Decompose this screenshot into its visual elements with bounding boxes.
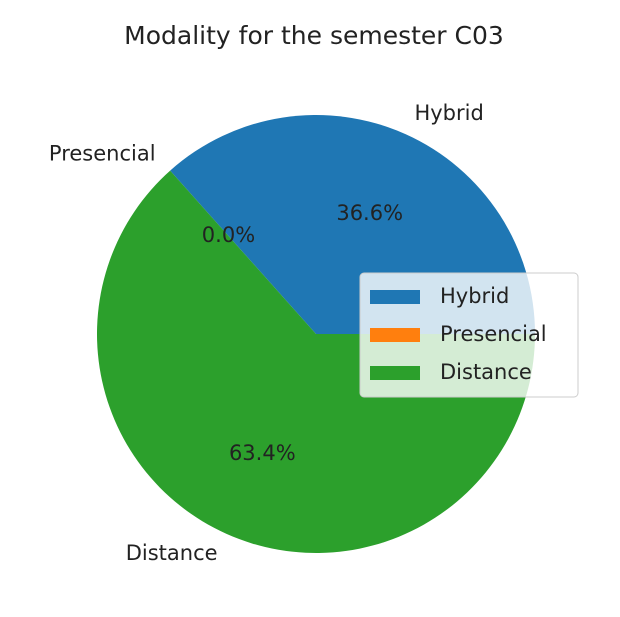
chart-title: Modality for the semester C03 bbox=[124, 21, 504, 50]
legend-label: Distance bbox=[440, 360, 532, 384]
value-label: 63.4% bbox=[229, 441, 296, 465]
slice-label: Hybrid bbox=[414, 101, 483, 125]
legend-swatch bbox=[370, 366, 420, 380]
value-label: 0.0% bbox=[202, 223, 255, 247]
pie-slice bbox=[97, 170, 535, 553]
legend-swatch bbox=[370, 328, 420, 342]
legend-swatch bbox=[370, 290, 420, 304]
legend-label: Presencial bbox=[440, 322, 547, 346]
value-label: 36.6% bbox=[336, 201, 403, 225]
legend: Hybrid Presencial Distance bbox=[359, 272, 579, 398]
legend-label: Hybrid bbox=[440, 284, 509, 308]
slice-label: Presencial bbox=[49, 141, 156, 165]
slice-label: Distance bbox=[126, 541, 218, 565]
